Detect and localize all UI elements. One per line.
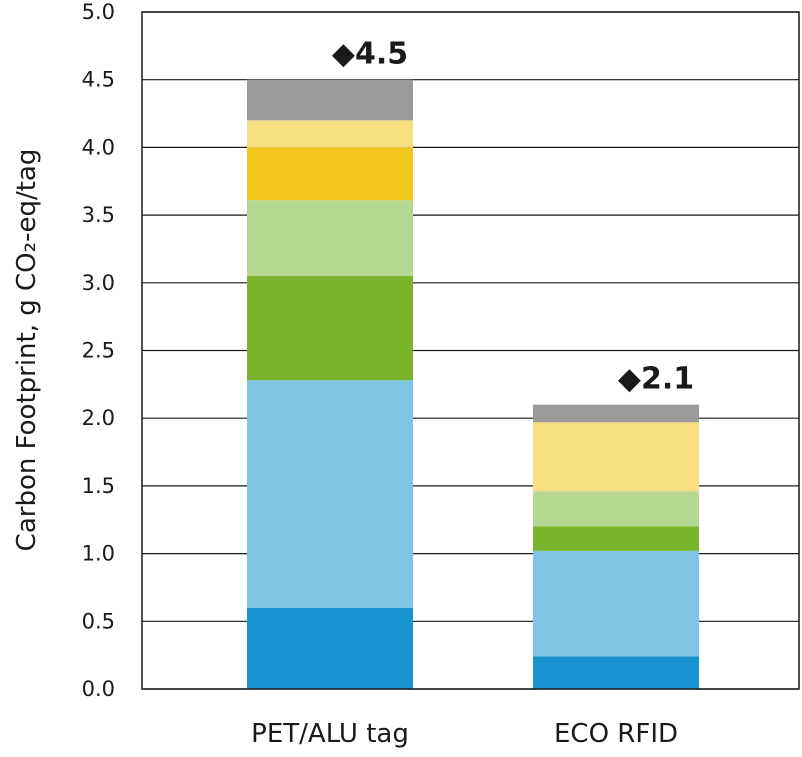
x-category-label: ECO RFID xyxy=(554,719,678,749)
y-tick-label: 0.5 xyxy=(82,609,115,633)
y-axis-label: Carbon Footprint, g CO₂-eq/tag xyxy=(12,149,42,552)
x-category-label: PET/ALU tag xyxy=(251,719,409,749)
x-category-labels: PET/ALU tag ECO RFID xyxy=(251,719,678,749)
y-tick-label: 0.0 xyxy=(82,677,115,701)
bar-segments xyxy=(247,79,699,689)
y-tick-label: 5.0 xyxy=(82,0,115,24)
y-tick-labels: 0.0 0.5 1.0 1.5 2.0 2.5 3.0 3.5 4.0 4.5 5.0 xyxy=(82,0,115,701)
y-tick-label: 2.0 xyxy=(82,406,115,430)
bar-segment xyxy=(247,120,413,148)
bar-segment xyxy=(247,200,413,277)
bar-segment xyxy=(533,422,699,492)
y-tick-label: 1.5 xyxy=(82,474,115,498)
bar-segment xyxy=(533,526,699,551)
y-tick-label: 3.0 xyxy=(82,271,115,295)
bar-segment xyxy=(247,276,413,381)
plot-frame xyxy=(141,11,800,690)
bar-segment xyxy=(533,656,699,689)
y-tick-label: 4.5 xyxy=(82,68,115,92)
y-tick-label: 1.0 xyxy=(82,542,115,566)
bar-segment xyxy=(533,550,699,657)
bar-segment xyxy=(247,380,413,608)
bar-segment xyxy=(247,607,413,689)
bar-segment xyxy=(533,404,699,423)
bar-segment xyxy=(247,79,413,121)
bar-segment xyxy=(533,491,699,527)
total-label: ◆4.5 xyxy=(332,37,408,72)
y-tick-label: 2.5 xyxy=(82,339,115,363)
y-tick-label: 4.0 xyxy=(82,135,115,159)
total-label: ◆2.1 xyxy=(618,362,694,397)
gridlines xyxy=(142,11,799,690)
total-labels: ◆4.5 ◆2.1 xyxy=(332,37,694,397)
y-tick-label: 3.5 xyxy=(82,203,115,227)
bar-segment xyxy=(247,147,413,201)
